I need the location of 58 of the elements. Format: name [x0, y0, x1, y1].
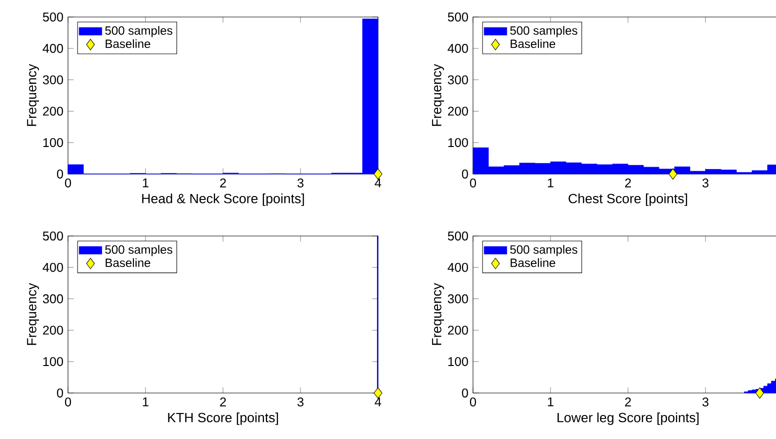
- x-axis-title: Lower leg Score [points]: [558, 412, 699, 425]
- x-tick-label: 0: [470, 397, 476, 406]
- y-tick-label: 100: [43, 138, 64, 148]
- x-tick-label: 1: [142, 397, 148, 406]
- legend-label: 500 samples: [105, 244, 172, 256]
- y-tick-label: 100: [448, 138, 468, 148]
- y-tick-label: 200: [43, 326, 64, 335]
- y-tick-label: 0: [56, 170, 64, 178]
- y-tick-label: 200: [43, 106, 64, 116]
- y-tick-label: 400: [42, 262, 64, 272]
- y-tick-label: 500: [42, 232, 64, 240]
- y-tick-label: 100: [43, 357, 64, 366]
- x-axis-title: Chest Score [points]: [568, 193, 688, 206]
- y-tick-label: 300: [448, 294, 468, 304]
- y-tick-label: 500: [448, 232, 468, 240]
- y-tick-label: 300: [448, 75, 468, 84]
- y-tick-label: 400: [448, 262, 468, 272]
- y-tick-label: 100: [448, 357, 468, 366]
- y-tick-label: 0: [462, 388, 468, 398]
- y-tick-label: 0: [462, 170, 468, 178]
- legend-label: Baseline: [106, 258, 150, 268]
- x-tick-label: 0: [64, 178, 72, 188]
- y-tick-label: 0: [56, 388, 64, 398]
- legend-label: 500 samples: [510, 26, 578, 38]
- y-axis-title: Frequency: [432, 283, 444, 345]
- x-tick-label: 1: [142, 178, 148, 188]
- y-tick-label: 300: [42, 294, 64, 304]
- y-tick-label: 200: [448, 326, 468, 335]
- legend-label: Baseline: [106, 39, 150, 48]
- y-tick-label: 300: [42, 75, 64, 84]
- x-tick-label: 0: [64, 397, 72, 406]
- x-tick-label: 0: [470, 178, 476, 188]
- x-tick-label: 2: [625, 178, 631, 188]
- x-tick-label: 1: [548, 178, 554, 188]
- x-tick-label: 2: [220, 397, 226, 406]
- y-tick-label: 200: [448, 106, 468, 116]
- legend-label: 500 samples: [105, 26, 172, 38]
- y-tick-label: 400: [448, 44, 468, 53]
- x-tick-label: 4: [374, 397, 382, 406]
- y-tick-label: 500: [42, 12, 64, 22]
- y-tick-label: 500: [448, 12, 468, 22]
- y-tick-label: 400: [42, 44, 64, 53]
- x-axis-title: KTH Score [points]: [168, 412, 278, 425]
- legend-label: Baseline: [510, 258, 556, 268]
- legend-label: 500 samples: [510, 244, 578, 256]
- x-tick-label: 2: [220, 178, 226, 188]
- y-axis-title: Frequency: [27, 64, 40, 126]
- y-axis-title: Frequency: [432, 64, 444, 126]
- x-tick-label: 3: [702, 178, 708, 188]
- legend-label: Baseline: [510, 39, 556, 48]
- x-tick-label: 4: [374, 178, 382, 188]
- x-axis-title: Head & Neck Score [points]: [142, 193, 304, 206]
- y-axis-title: Frequency: [27, 283, 40, 345]
- x-tick-label: 3: [702, 397, 708, 406]
- x-tick-label: 3: [297, 178, 304, 188]
- x-tick-label: 3: [297, 397, 304, 406]
- x-tick-label: 1: [548, 397, 554, 406]
- x-tick-label: 2: [625, 397, 631, 406]
